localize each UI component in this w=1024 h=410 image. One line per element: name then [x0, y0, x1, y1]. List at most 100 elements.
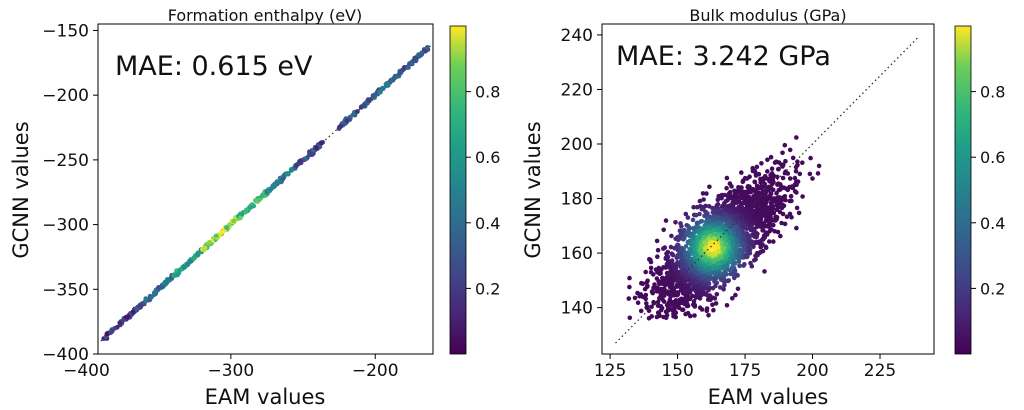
data-point	[712, 258, 717, 264]
data-point	[675, 283, 680, 289]
data-point	[705, 230, 710, 235]
data-point	[713, 245, 718, 250]
x-tick-label: −400	[63, 361, 110, 381]
data-point	[783, 158, 788, 164]
data-point	[202, 245, 208, 251]
data-point	[727, 267, 732, 273]
data-point	[735, 286, 741, 292]
data-point	[672, 301, 678, 307]
data-point	[699, 281, 705, 286]
data-point	[714, 291, 720, 297]
data-point	[627, 284, 632, 290]
data-point	[377, 89, 382, 95]
data-point	[727, 220, 733, 225]
data-point	[697, 198, 703, 204]
data-point	[668, 273, 673, 279]
data-point	[651, 299, 656, 305]
y-tick-label: 220	[561, 80, 593, 100]
data-point	[658, 279, 664, 285]
data-point	[703, 203, 708, 209]
data-point	[716, 193, 721, 199]
data-point	[736, 196, 741, 202]
y-tick-label: 200	[561, 135, 593, 155]
data-point	[176, 270, 182, 276]
data-point	[771, 239, 776, 244]
data-point	[707, 219, 712, 225]
data-point	[754, 183, 760, 189]
data-point	[667, 265, 672, 270]
data-point	[741, 234, 746, 239]
data-point	[644, 305, 649, 310]
chart-title: Formation enthalpy (eV)	[168, 6, 362, 25]
data-point	[767, 193, 773, 198]
data-point	[195, 250, 201, 256]
data-point	[655, 299, 661, 305]
data-point	[714, 209, 720, 214]
data-point	[689, 241, 694, 247]
y-tick-label: −150	[42, 21, 89, 41]
data-point	[755, 222, 760, 227]
data-point	[733, 207, 738, 212]
y-tick-label: −200	[42, 86, 89, 106]
data-point	[747, 214, 752, 220]
data-point	[793, 168, 799, 174]
data-point	[373, 92, 379, 97]
data-point	[745, 184, 751, 189]
data-point	[649, 314, 654, 319]
data-point	[692, 270, 698, 275]
x-axis-ticks: 125 150 175 200 225	[594, 354, 896, 381]
data-point	[206, 240, 212, 245]
data-point	[747, 247, 753, 252]
data-point	[692, 313, 697, 318]
data-point	[627, 315, 633, 321]
data-point	[657, 313, 662, 319]
data-point	[687, 230, 692, 236]
data-point	[732, 188, 737, 194]
data-point	[654, 276, 660, 281]
data-point	[243, 209, 248, 215]
x-tick-label: −300	[207, 361, 254, 381]
data-point	[678, 221, 683, 226]
data-point	[716, 235, 722, 240]
x-axis-ticks: −400 −300 −200	[63, 354, 399, 381]
data-point	[257, 197, 262, 203]
data-point	[419, 50, 425, 56]
data-point	[762, 174, 768, 179]
data-point	[727, 189, 733, 195]
data-point	[733, 192, 739, 198]
data-point	[672, 289, 677, 294]
data-point	[776, 166, 781, 172]
data-point	[697, 211, 702, 217]
data-point	[752, 257, 757, 263]
data-point	[687, 226, 692, 231]
data-point	[384, 81, 390, 86]
data-point	[650, 290, 656, 296]
scatter-points	[101, 45, 431, 341]
data-point	[730, 296, 735, 301]
data-point	[763, 230, 769, 235]
data-point	[790, 155, 796, 161]
data-point	[748, 260, 753, 266]
data-point	[783, 197, 788, 203]
data-point	[173, 272, 178, 278]
data-point	[722, 201, 727, 206]
data-point	[706, 247, 712, 252]
data-point	[134, 306, 139, 312]
data-point	[766, 207, 771, 212]
data-point	[685, 215, 691, 220]
data-point	[742, 208, 748, 214]
data-point	[700, 191, 706, 196]
data-point	[690, 286, 696, 292]
data-point	[808, 155, 813, 161]
data-point	[713, 205, 718, 211]
data-point	[108, 330, 114, 335]
data-point	[685, 310, 691, 316]
colorbar-tick-label: 0.4	[475, 214, 500, 233]
data-point	[401, 65, 407, 70]
data-point	[664, 251, 669, 256]
colorbar	[954, 25, 972, 355]
data-point	[661, 246, 666, 251]
data-point	[699, 206, 705, 212]
y-tick-label: −300	[42, 216, 89, 236]
data-point	[728, 230, 733, 236]
